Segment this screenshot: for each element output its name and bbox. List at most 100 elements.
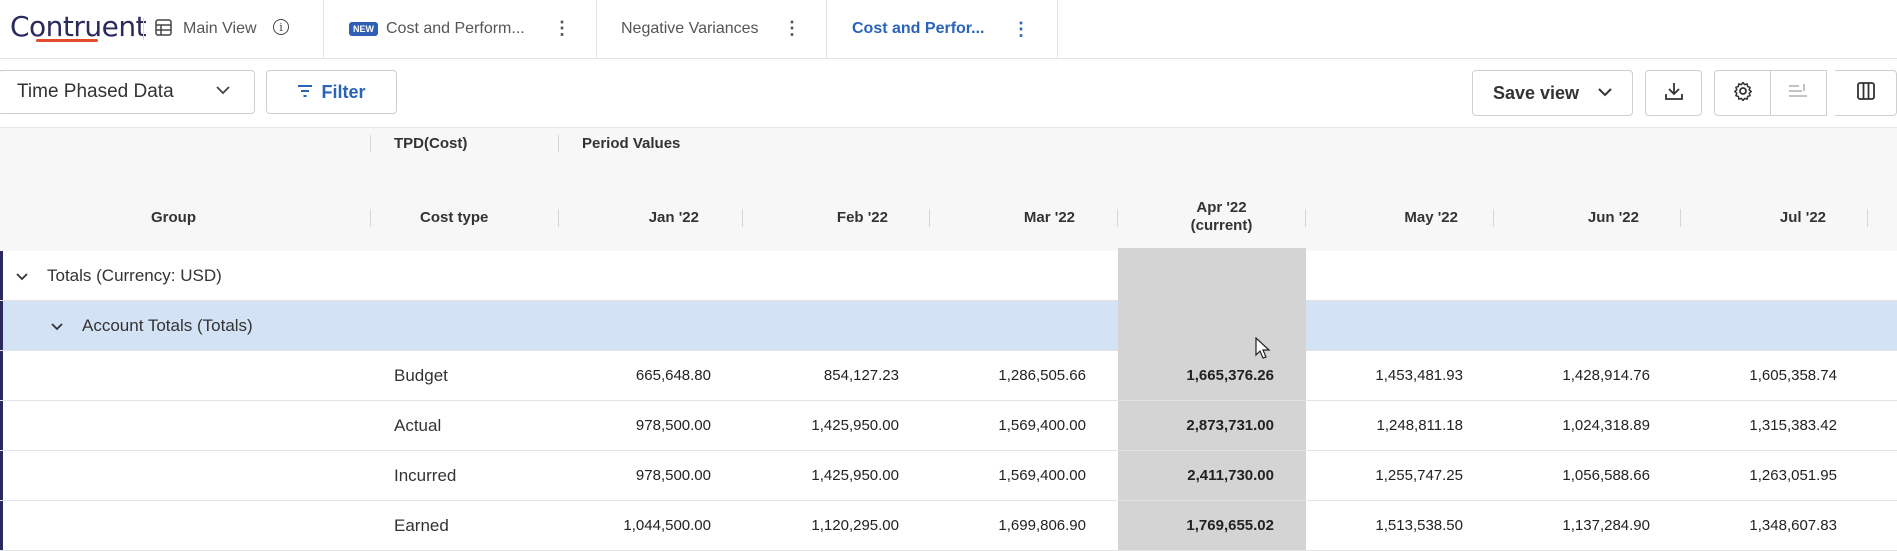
header-group[interactable]: Group	[151, 209, 196, 226]
tab-cost-performance-active[interactable]: Cost and Perfor... ⋮	[826, 0, 1058, 58]
period-value-cell[interactable]: 1,769,655.02	[1186, 517, 1274, 534]
header-group-row: TPD(Cost) Period Values	[0, 127, 1897, 159]
settings-button[interactable]	[1714, 70, 1771, 116]
header-period-mar[interactable]: Mar '22	[1023, 209, 1075, 226]
header-period-jul[interactable]: Jul '22	[1779, 209, 1826, 226]
tab-label: Negative Variances	[621, 20, 759, 37]
group-label: Account Totals (Totals)	[82, 316, 253, 335]
period-value-cell[interactable]: 1,569,400.00	[998, 467, 1086, 484]
period-value-cell[interactable]: 2,411,730.00	[1187, 467, 1274, 484]
header-separator	[1305, 209, 1306, 227]
period-value-cell[interactable]: 1,263,051.95	[1749, 467, 1837, 484]
period-value-cell[interactable]: 1,286,505.66	[998, 367, 1086, 384]
more-vertical-icon[interactable]: ⋮	[553, 18, 571, 38]
tab-label: Cost and Perform...	[386, 20, 525, 37]
period-value-cell[interactable]: 1,248,811.18	[1376, 417, 1463, 434]
group-row-account-totals[interactable]: Account Totals (Totals)	[0, 301, 1897, 359]
header-separator	[370, 135, 371, 152]
mouse-cursor-icon	[1255, 336, 1271, 366]
header-period-apr-current[interactable]: Apr '22 (current)	[1117, 199, 1306, 235]
chevron-down-icon[interactable]	[49, 319, 65, 340]
table-row[interactable]: Earned 1,044,500.00 1,120,295.00 1,699,806.…	[0, 501, 1897, 551]
period-value-cell[interactable]: 2,873,731.00	[1186, 417, 1274, 434]
view-select-value: Time Phased Data	[17, 81, 174, 102]
more-vertical-icon[interactable]: ⋮	[783, 18, 801, 38]
chevron-down-icon	[214, 81, 232, 105]
group-row-totals[interactable]: Totals (Currency: USD)	[0, 251, 1897, 301]
info-icon[interactable]: i	[273, 19, 289, 35]
current-period-cell	[1118, 251, 1306, 301]
period-value-cell[interactable]: 978,500.00	[635, 467, 711, 484]
table-row[interactable]: Budget 665,648.80 854,127.23 1,286,505.66 1,…	[0, 351, 1897, 401]
period-value-cell[interactable]: 1,120,295.00	[811, 517, 899, 534]
sort-icon	[1787, 82, 1809, 105]
columns-icon	[1856, 81, 1876, 106]
chevron-down-icon	[1596, 83, 1614, 106]
header-separator	[929, 209, 930, 227]
period-value-cell[interactable]: 1,044,500.00	[623, 517, 711, 534]
header-period-apr: Apr '22	[1196, 199, 1247, 216]
view-select[interactable]: Time Phased Data	[0, 70, 255, 114]
row-indicator	[0, 451, 3, 500]
period-value-cell[interactable]: 1,605,358.74	[1749, 367, 1837, 384]
period-value-cell[interactable]: 1,453,481.93	[1375, 367, 1463, 384]
period-value-cell[interactable]: 1,665,376.26	[1186, 367, 1274, 384]
table-icon	[155, 19, 172, 41]
header-period-may[interactable]: May '22	[1404, 209, 1458, 226]
data-grid: TPD(Cost) Period Values Group Cost type …	[0, 127, 1897, 551]
header-period-values: Period Values	[582, 135, 681, 152]
tab-label: Main View	[183, 20, 257, 37]
header-cost-type[interactable]: Cost type	[420, 209, 489, 226]
tab-label: Cost and Perfor...	[852, 20, 985, 37]
header-separator	[742, 209, 743, 227]
download-button[interactable]	[1645, 70, 1702, 116]
cost-type-cell: Earned	[394, 516, 449, 535]
row-indicator	[0, 501, 3, 550]
download-icon	[1663, 80, 1685, 107]
period-value-cell[interactable]: 1,348,607.83	[1749, 517, 1837, 534]
period-value-cell[interactable]: 1,699,806.90	[998, 517, 1086, 534]
period-value-cell[interactable]: 854,127.23	[823, 367, 899, 384]
tab-main-view[interactable]: Main View i	[150, 0, 324, 58]
table-row[interactable]: Actual 978,500.00 1,425,950.00 1,569,400.00…	[0, 401, 1897, 451]
chevron-down-icon[interactable]	[14, 269, 30, 290]
row-indicator	[0, 251, 3, 300]
tab-bar: Contruent Main View i NEW Cost and Perfo…	[0, 0, 1897, 59]
period-value-cell[interactable]: 1,513,538.50	[1375, 517, 1463, 534]
header-separator	[370, 209, 371, 227]
period-value-cell[interactable]: 1,425,950.00	[811, 467, 899, 484]
tab-cost-performance-new[interactable]: NEW Cost and Perform... ⋮	[323, 0, 597, 58]
filter-button[interactable]: Filter	[266, 70, 397, 114]
more-vertical-icon[interactable]: ⋮	[1012, 19, 1030, 39]
header-period-feb[interactable]: Feb '22	[836, 209, 888, 226]
row-indicator	[0, 301, 3, 350]
sort-button[interactable]	[1770, 70, 1827, 116]
period-value-cell[interactable]: 1,428,914.76	[1562, 367, 1650, 384]
header-separator	[1493, 209, 1494, 227]
period-value-cell[interactable]: 1,315,383.42	[1749, 417, 1837, 434]
period-value-cell[interactable]: 1,024,318.89	[1562, 417, 1650, 434]
period-value-cell[interactable]: 1,255,747.25	[1375, 467, 1463, 484]
header-period-jun[interactable]: Jun '22	[1587, 209, 1639, 226]
save-view-label: Save view	[1493, 82, 1580, 103]
header-period-jan[interactable]: Jan '22	[648, 209, 699, 226]
period-value-cell[interactable]: 978,500.00	[635, 417, 711, 434]
columns-button[interactable]	[1835, 70, 1897, 116]
row-indicator	[0, 401, 3, 450]
period-value-cell[interactable]: 1,137,284.90	[1562, 517, 1650, 534]
tab-negative-variances[interactable]: Negative Variances ⋮	[596, 0, 827, 58]
cost-type-cell: Incurred	[394, 466, 457, 485]
table-row[interactable]: Incurred 978,500.00 1,425,950.00 1,569,400.…	[0, 451, 1897, 501]
current-period-cell	[1118, 301, 1306, 351]
header-separator	[1680, 209, 1681, 227]
new-badge: NEW	[349, 22, 378, 36]
period-value-cell[interactable]: 1,569,400.00	[998, 417, 1086, 434]
period-value-cell[interactable]: 1,056,588.66	[1562, 467, 1650, 484]
header-separator	[1867, 209, 1868, 227]
header-separator	[558, 135, 559, 152]
save-view-button[interactable]: Save view	[1472, 70, 1633, 116]
period-value-cell[interactable]: 1,425,950.00	[811, 417, 899, 434]
header-tpd-cost: TPD(Cost)	[394, 135, 468, 152]
cost-type-cell: Budget	[394, 366, 448, 385]
period-value-cell[interactable]: 665,648.80	[635, 367, 711, 384]
